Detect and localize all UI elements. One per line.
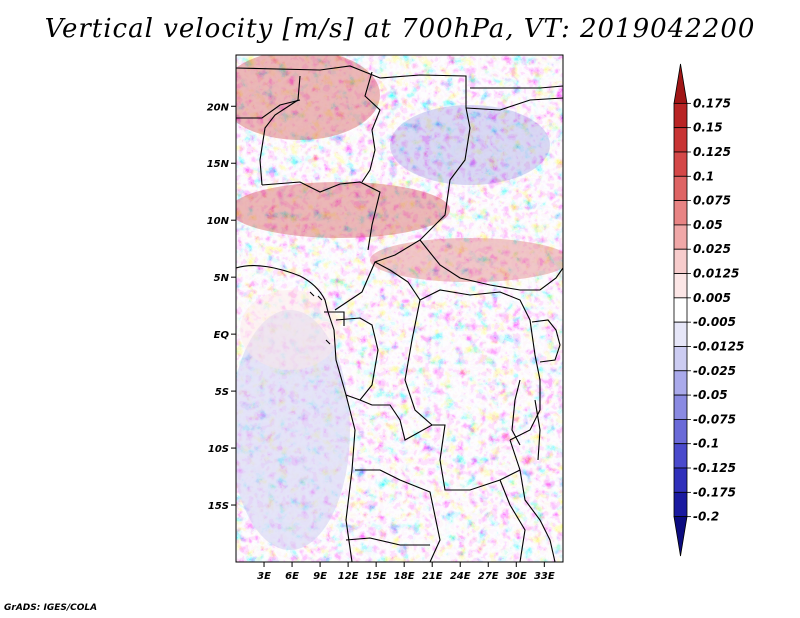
- colorbar-swatch: [673, 370, 688, 396]
- colorbar-label: -0.175: [693, 485, 736, 499]
- lon-label: 21E: [422, 571, 443, 582]
- lon-label: 15E: [366, 571, 387, 582]
- colorbar-swatch: [673, 321, 688, 347]
- colorbar-label: 0.175: [693, 96, 731, 110]
- lat-label: 5N: [214, 273, 230, 284]
- colorbar-swatch: [673, 394, 688, 420]
- lon-label: 33E: [534, 571, 555, 582]
- colorbar-swatch: [673, 248, 688, 274]
- lon-label: 12E: [338, 571, 359, 582]
- colorbar-label: 0.125: [693, 145, 731, 159]
- colorbar-label: -0.1: [693, 437, 719, 451]
- colorbar-swatch: [673, 175, 688, 202]
- colorbar-label: -0.025: [693, 364, 736, 378]
- lat-label: 10N: [207, 216, 230, 227]
- colorbar-label: -0.05: [693, 388, 728, 402]
- colorbar-swatch: [673, 127, 688, 153]
- colorbar-label: 0.005: [693, 291, 731, 305]
- lat-label: 15N: [207, 159, 230, 170]
- colorbar-swatch: [673, 467, 688, 493]
- lon-label: 30E: [506, 571, 527, 582]
- colorbar-label: -0.0125: [693, 339, 744, 353]
- latitude-axis: 20N 15N 10N 5N EQ 5S 10S 15S: [207, 102, 236, 512]
- grads-credit: GrADS: IGES/COLA: [4, 603, 98, 613]
- lon-label: 24E: [450, 571, 471, 582]
- colorbar-label: 0.025: [693, 242, 731, 256]
- colorbar-label: 0.075: [693, 194, 731, 208]
- colorbar-bottom-arrow: [673, 516, 688, 557]
- map-frame: [235, 54, 564, 563]
- colorbar-swatch: [673, 443, 688, 469]
- country-borders: [236, 65, 563, 562]
- lat-label: 5S: [215, 387, 229, 398]
- colorbar-label: 0.15: [693, 121, 723, 135]
- vertical-velocity-field: [236, 55, 563, 562]
- longitude-axis: 3E 6E 9E 12E 15E 18E 21E 24E 27E 30E 33E: [257, 562, 555, 582]
- colorbar-swatch: [673, 346, 688, 372]
- lat-label: EQ: [214, 330, 230, 341]
- colorbar-label: 0.0125: [693, 267, 739, 281]
- lat-label: 15S: [208, 501, 229, 512]
- colorbar: 0.175 0.15 0.125 0.1 0.075 0.05 0.025 0.0125 0.0…: [673, 63, 744, 557]
- colorbar-swatch: [673, 151, 688, 177]
- colorbar-swatch: [673, 273, 688, 299]
- lat-label: 20N: [207, 102, 230, 113]
- colorbar-swatch: [673, 200, 688, 226]
- colorbar-label: 0.1: [693, 169, 714, 183]
- lon-label: 6E: [285, 571, 299, 582]
- colorbar-label: 0.05: [693, 218, 723, 232]
- colorbar-label: -0.075: [693, 412, 736, 426]
- colorbar-swatch: [673, 102, 688, 129]
- lon-label: 9E: [313, 571, 327, 582]
- colorbar-label: -0.2: [693, 510, 719, 524]
- colorbar-swatch: [673, 418, 688, 445]
- lon-label: 18E: [394, 571, 415, 582]
- colorbar-swatch: [673, 297, 688, 323]
- lat-label: 10S: [208, 444, 229, 455]
- colorbar-swatch: [673, 224, 688, 250]
- colorbar-swatch: [673, 491, 688, 518]
- colorbar-top-arrow: [673, 63, 688, 104]
- map-title: Vertical velocity [m/s] at 700hPa, VT: 2…: [44, 14, 756, 44]
- lon-label: 3E: [257, 571, 271, 582]
- colorbar-label: -0.005: [693, 315, 736, 329]
- lon-label: 27E: [478, 571, 499, 582]
- colorbar-label: -0.125: [693, 461, 736, 475]
